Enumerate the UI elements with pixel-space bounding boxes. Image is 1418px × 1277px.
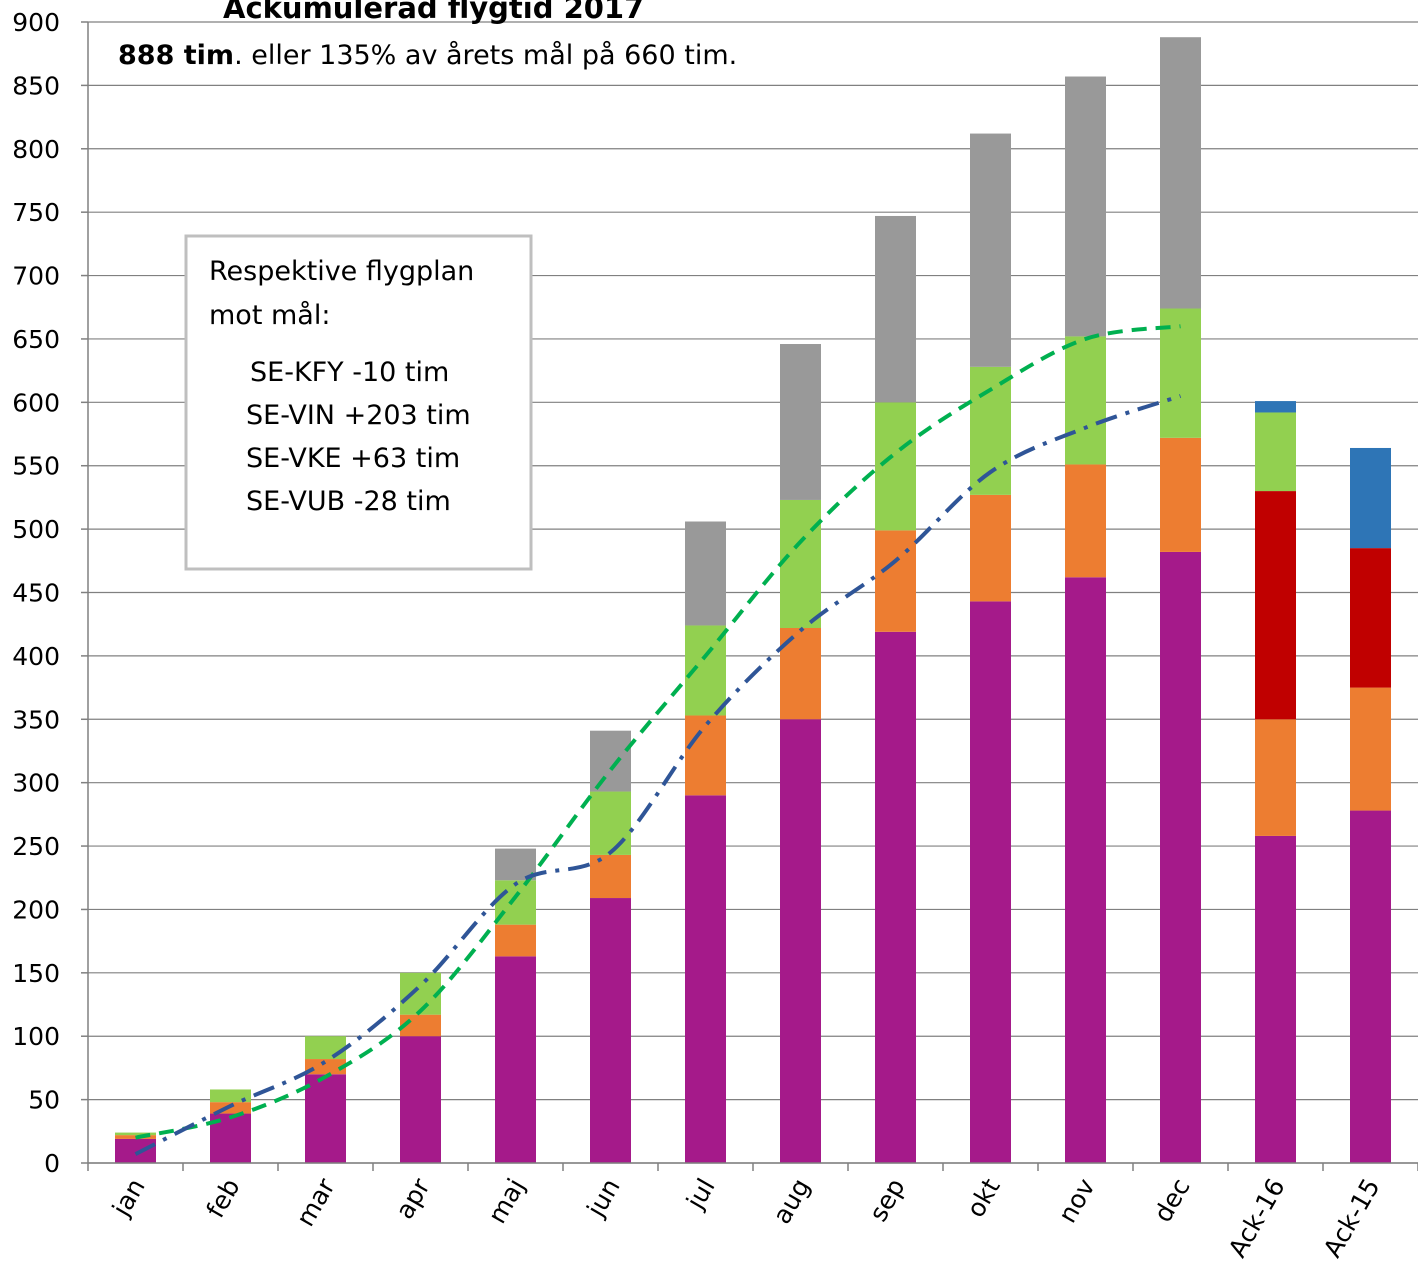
chart-title: Ackumulerad flygtid 2017: [223, 0, 644, 25]
y-tick-label: 400: [12, 642, 60, 671]
bar-segment: [1255, 835, 1296, 1163]
y-tick-label: 750: [12, 198, 60, 227]
x-tick-label: nov: [1053, 1173, 1101, 1227]
grid-lines: [88, 21, 1418, 1164]
bar-segment: [400, 1036, 441, 1163]
bar-segment: [400, 972, 441, 1015]
y-tick-label: 500: [12, 515, 60, 544]
bar-segment: [1065, 464, 1106, 578]
y-tick-label: 650: [12, 325, 60, 354]
bar-segment: [875, 215, 916, 403]
x-tick-label: mar: [291, 1173, 341, 1231]
x-tick-label: aug: [767, 1174, 816, 1229]
x-tick-label: jan: [106, 1174, 151, 1222]
bar-segment: [875, 631, 916, 1163]
bar-segment: [685, 715, 726, 796]
bar-segment: [305, 1036, 346, 1060]
y-tick-label: 50: [28, 1086, 60, 1115]
bar-segment: [1255, 401, 1296, 413]
bar-segment: [1255, 719, 1296, 836]
bar-segment: [305, 1059, 346, 1075]
x-tick-label: apr: [390, 1173, 436, 1224]
subtitle-rest: . eller 135% av årets mål på 660 tim.: [234, 40, 737, 71]
bar-segment: [590, 730, 631, 792]
bar-segment: [590, 791, 631, 855]
bar-segment: [115, 1138, 156, 1163]
y-tick-label: 150: [12, 959, 60, 988]
y-tick-label: 300: [12, 769, 60, 798]
bar-segment: [1160, 551, 1201, 1163]
annotation-frame: [184, 234, 533, 571]
x-tick-label: okt: [961, 1173, 1006, 1222]
x-tick-label: maj: [482, 1174, 530, 1229]
y-tick-label: 700: [12, 262, 60, 291]
y-tick-labels: 0 50 100 150 200 250 300 350 400 450 500 550 600 650 7…: [12, 8, 60, 1178]
bar-segment: [685, 795, 726, 1163]
bar-segment: [1160, 37, 1201, 309]
x-tick-label: jul: [680, 1174, 720, 1215]
trend-line: [134, 394, 1182, 1156]
chart-subtitle: 888 tim. eller 135% av årets mål på 660 …: [118, 40, 737, 71]
bar-segment: [1255, 412, 1296, 492]
x-tick-label: Ack-16: [1223, 1174, 1291, 1263]
y-tick-label: 0: [44, 1149, 60, 1178]
bar-segment: [1160, 437, 1201, 552]
x-tick-label: sep: [863, 1174, 910, 1227]
y-tick-label: 350: [12, 705, 60, 734]
annotation-title-2: mot mål:: [209, 300, 330, 331]
y-tick-label: 450: [12, 579, 60, 608]
bar-segment: [590, 898, 631, 1163]
bar-segment: [1065, 577, 1106, 1163]
subtitle-bold: 888 tim: [118, 40, 234, 71]
bar-segment: [1350, 687, 1391, 811]
bar-segment: [780, 719, 821, 1163]
y-tick-label: 850: [12, 71, 60, 100]
bar-segment: [495, 924, 536, 957]
bar-segment: [1255, 491, 1296, 720]
axes: [81, 21, 1418, 1171]
bar-segment: [1350, 548, 1391, 688]
annotation-item: SE-VUB -28 tim: [246, 486, 451, 517]
bar-segment: [1350, 447, 1391, 549]
bar-segment: [780, 344, 821, 500]
trend-line: [135, 324, 1181, 1140]
bar-segment: [1160, 308, 1201, 438]
y-tick-label: 100: [12, 1022, 60, 1051]
annotation-item: SE-VIN +203 tim: [246, 400, 471, 431]
bar-segment: [970, 366, 1011, 495]
bar-segment: [875, 402, 916, 531]
bar-segment: [970, 133, 1011, 367]
x-tick-label: dec: [1148, 1174, 1196, 1227]
bar-segment: [970, 494, 1011, 602]
x-tick-label: Ack-15: [1318, 1174, 1386, 1263]
bar-segment: [115, 1132, 156, 1136]
bar-segment: [780, 499, 821, 628]
bar-segment: [1065, 336, 1106, 465]
bar-segment: [495, 956, 536, 1163]
y-tick-label: 800: [12, 135, 60, 164]
bar-segment: [1065, 76, 1106, 337]
annotation-title-1: Respektive flygplan: [209, 256, 474, 287]
x-tick-labels: jan feb mar apr maj jun jul aug sep okt nov dec Ack-…: [106, 1173, 1386, 1262]
bar-segment: [875, 530, 916, 632]
trend-lines: [134, 324, 1182, 1156]
bar-segment: [685, 521, 726, 626]
y-tick-label: 250: [12, 832, 60, 861]
y-tick-label: 600: [12, 388, 60, 417]
annotation-box: Respektive flygplan mot mål: SE-KFY -10 …: [184, 234, 533, 571]
bar-segment: [590, 854, 631, 899]
y-tick-label: 200: [12, 895, 60, 924]
bar-segment: [305, 1074, 346, 1163]
annotation-item: SE-VKE +63 tim: [246, 443, 460, 474]
bar-segment: [970, 601, 1011, 1163]
annotation-item: SE-KFY -10 tim: [250, 357, 449, 388]
bar-segment: [1350, 810, 1391, 1163]
y-tick-label: 550: [12, 452, 60, 481]
x-tick-label: feb: [201, 1174, 246, 1223]
x-tick-label: jun: [581, 1174, 626, 1223]
y-tick-label: 900: [12, 8, 60, 37]
bar-segment: [210, 1089, 251, 1103]
